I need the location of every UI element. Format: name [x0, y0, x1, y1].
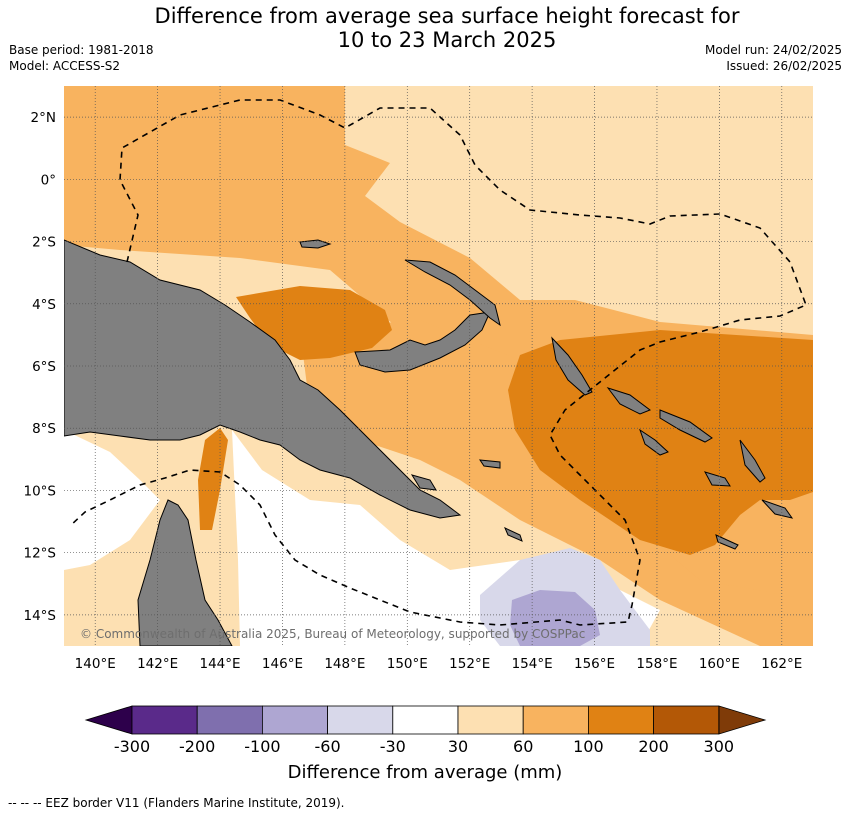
colorbar-swatch	[261, 705, 328, 735]
lon-tick-label: 150°E	[387, 656, 428, 672]
eez-border	[69, 99, 808, 626]
colorbar-tick-label: -60	[315, 737, 341, 756]
title-line-1: Difference from average sea surface heig…	[154, 4, 740, 28]
colorbar-swatch	[588, 705, 655, 735]
solomon-islands-land	[606, 387, 794, 550]
colorbar-tick-label: 60	[513, 737, 533, 756]
lon-tick-label: 152°E	[449, 656, 490, 672]
colorbar-tick-label: -30	[380, 737, 406, 756]
lat-tick-label: 2°N	[31, 110, 56, 126]
colorbar-tick-label: -100	[244, 737, 280, 756]
colorbar-swatch	[327, 705, 394, 735]
latitude-labels: 2°N 0° 2°S 4°S 6°S 8°S 10°S 12°S 14°S	[24, 110, 57, 624]
issued-date: Issued: 26/02/2025	[726, 59, 842, 73]
colorbar-title: Difference from average (mm)	[288, 762, 563, 783]
meta-left: Base period: 1981-2018 Model: ACCESS-S2	[9, 42, 154, 74]
colorbar-boxes	[131, 705, 720, 735]
colorbar-tick-label: 100	[573, 737, 604, 756]
lon-tick-label: 154°E	[512, 656, 553, 672]
colorbar-swatch	[392, 705, 459, 735]
anomaly-100-200-torres	[198, 428, 228, 530]
lat-tick-label: 10°S	[24, 483, 57, 499]
colorbar-swatch	[522, 705, 589, 735]
meta-right: Model run: 24/02/2025 Issued: 26/02/2025	[705, 42, 842, 74]
lat-tick-label: 0°	[41, 172, 56, 188]
graticule	[64, 86, 813, 646]
lat-tick-label: 8°S	[32, 421, 56, 437]
title-line-2: 10 to 23 March 2025	[337, 28, 557, 52]
lat-tick-label: 12°S	[24, 546, 57, 562]
lon-tick-label: 140°E	[75, 656, 116, 672]
colorbar-swatch	[457, 705, 524, 735]
colorbar-tick-label: 200	[638, 737, 669, 756]
lon-tick-label: 144°E	[200, 656, 241, 672]
copyright-text: © Commonwealth of Australia 2025, Bureau…	[80, 627, 585, 641]
bougainville-land	[551, 336, 593, 396]
anomaly-minus-60-100	[510, 590, 600, 646]
lon-tick-label: 158°E	[636, 656, 677, 672]
colorbar-tick-label: -200	[179, 737, 215, 756]
colorbar-under-arrow	[84, 705, 133, 735]
base-period: Base period: 1981-2018	[9, 43, 154, 57]
manus-island-land	[299, 239, 332, 249]
eez-footnote: -- -- -- EEZ border V11 (Flanders Marine…	[8, 796, 345, 810]
australia-land	[137, 499, 233, 646]
colorbar-over-arrow	[718, 705, 767, 735]
colorbar-tick-label: -300	[114, 737, 150, 756]
colorbar-tick-label: 300	[704, 737, 735, 756]
anomaly-60-100-lower	[300, 320, 813, 646]
colorbar-swatch	[653, 705, 720, 735]
longitude-labels: 140°E 142°E 144°E 146°E 148°E 150°E 152°E 154°E…	[75, 656, 803, 672]
new-ireland-land	[404, 259, 501, 327]
colorbar-tick-label: 30	[448, 737, 468, 756]
anomaly-neutral-west	[64, 430, 160, 570]
new-guinea-land	[64, 239, 462, 519]
colorbar-tick-labels: -300 -200 -100 -60 -30 30 60 100 200 300	[114, 737, 734, 756]
lon-tick-label: 146°E	[262, 656, 303, 672]
lon-tick-label: 162°E	[761, 656, 802, 672]
colorbar-swatch	[131, 705, 198, 735]
model-name: Model: ACCESS-S2	[9, 59, 121, 73]
model-run: Model run: 24/02/2025	[704, 43, 842, 57]
lat-tick-label: 2°S	[32, 235, 56, 251]
lon-tick-label: 156°E	[574, 656, 615, 672]
lat-tick-label: 6°S	[32, 359, 56, 375]
lon-tick-label: 142°E	[137, 656, 178, 672]
louisiade-islands-land	[410, 459, 523, 542]
map-area	[64, 86, 813, 646]
colorbar-swatch	[196, 705, 263, 735]
lat-tick-label: 14°S	[24, 608, 57, 624]
lon-tick-label: 148°E	[324, 656, 365, 672]
colorbar: -300 -200 -100 -60 -30 30 60 100 200 300 Differen…	[84, 705, 767, 783]
lat-tick-label: 4°S	[32, 297, 56, 313]
lon-tick-label: 160°E	[699, 656, 740, 672]
chart-title: Difference from average sea surface heig…	[0, 4, 850, 52]
